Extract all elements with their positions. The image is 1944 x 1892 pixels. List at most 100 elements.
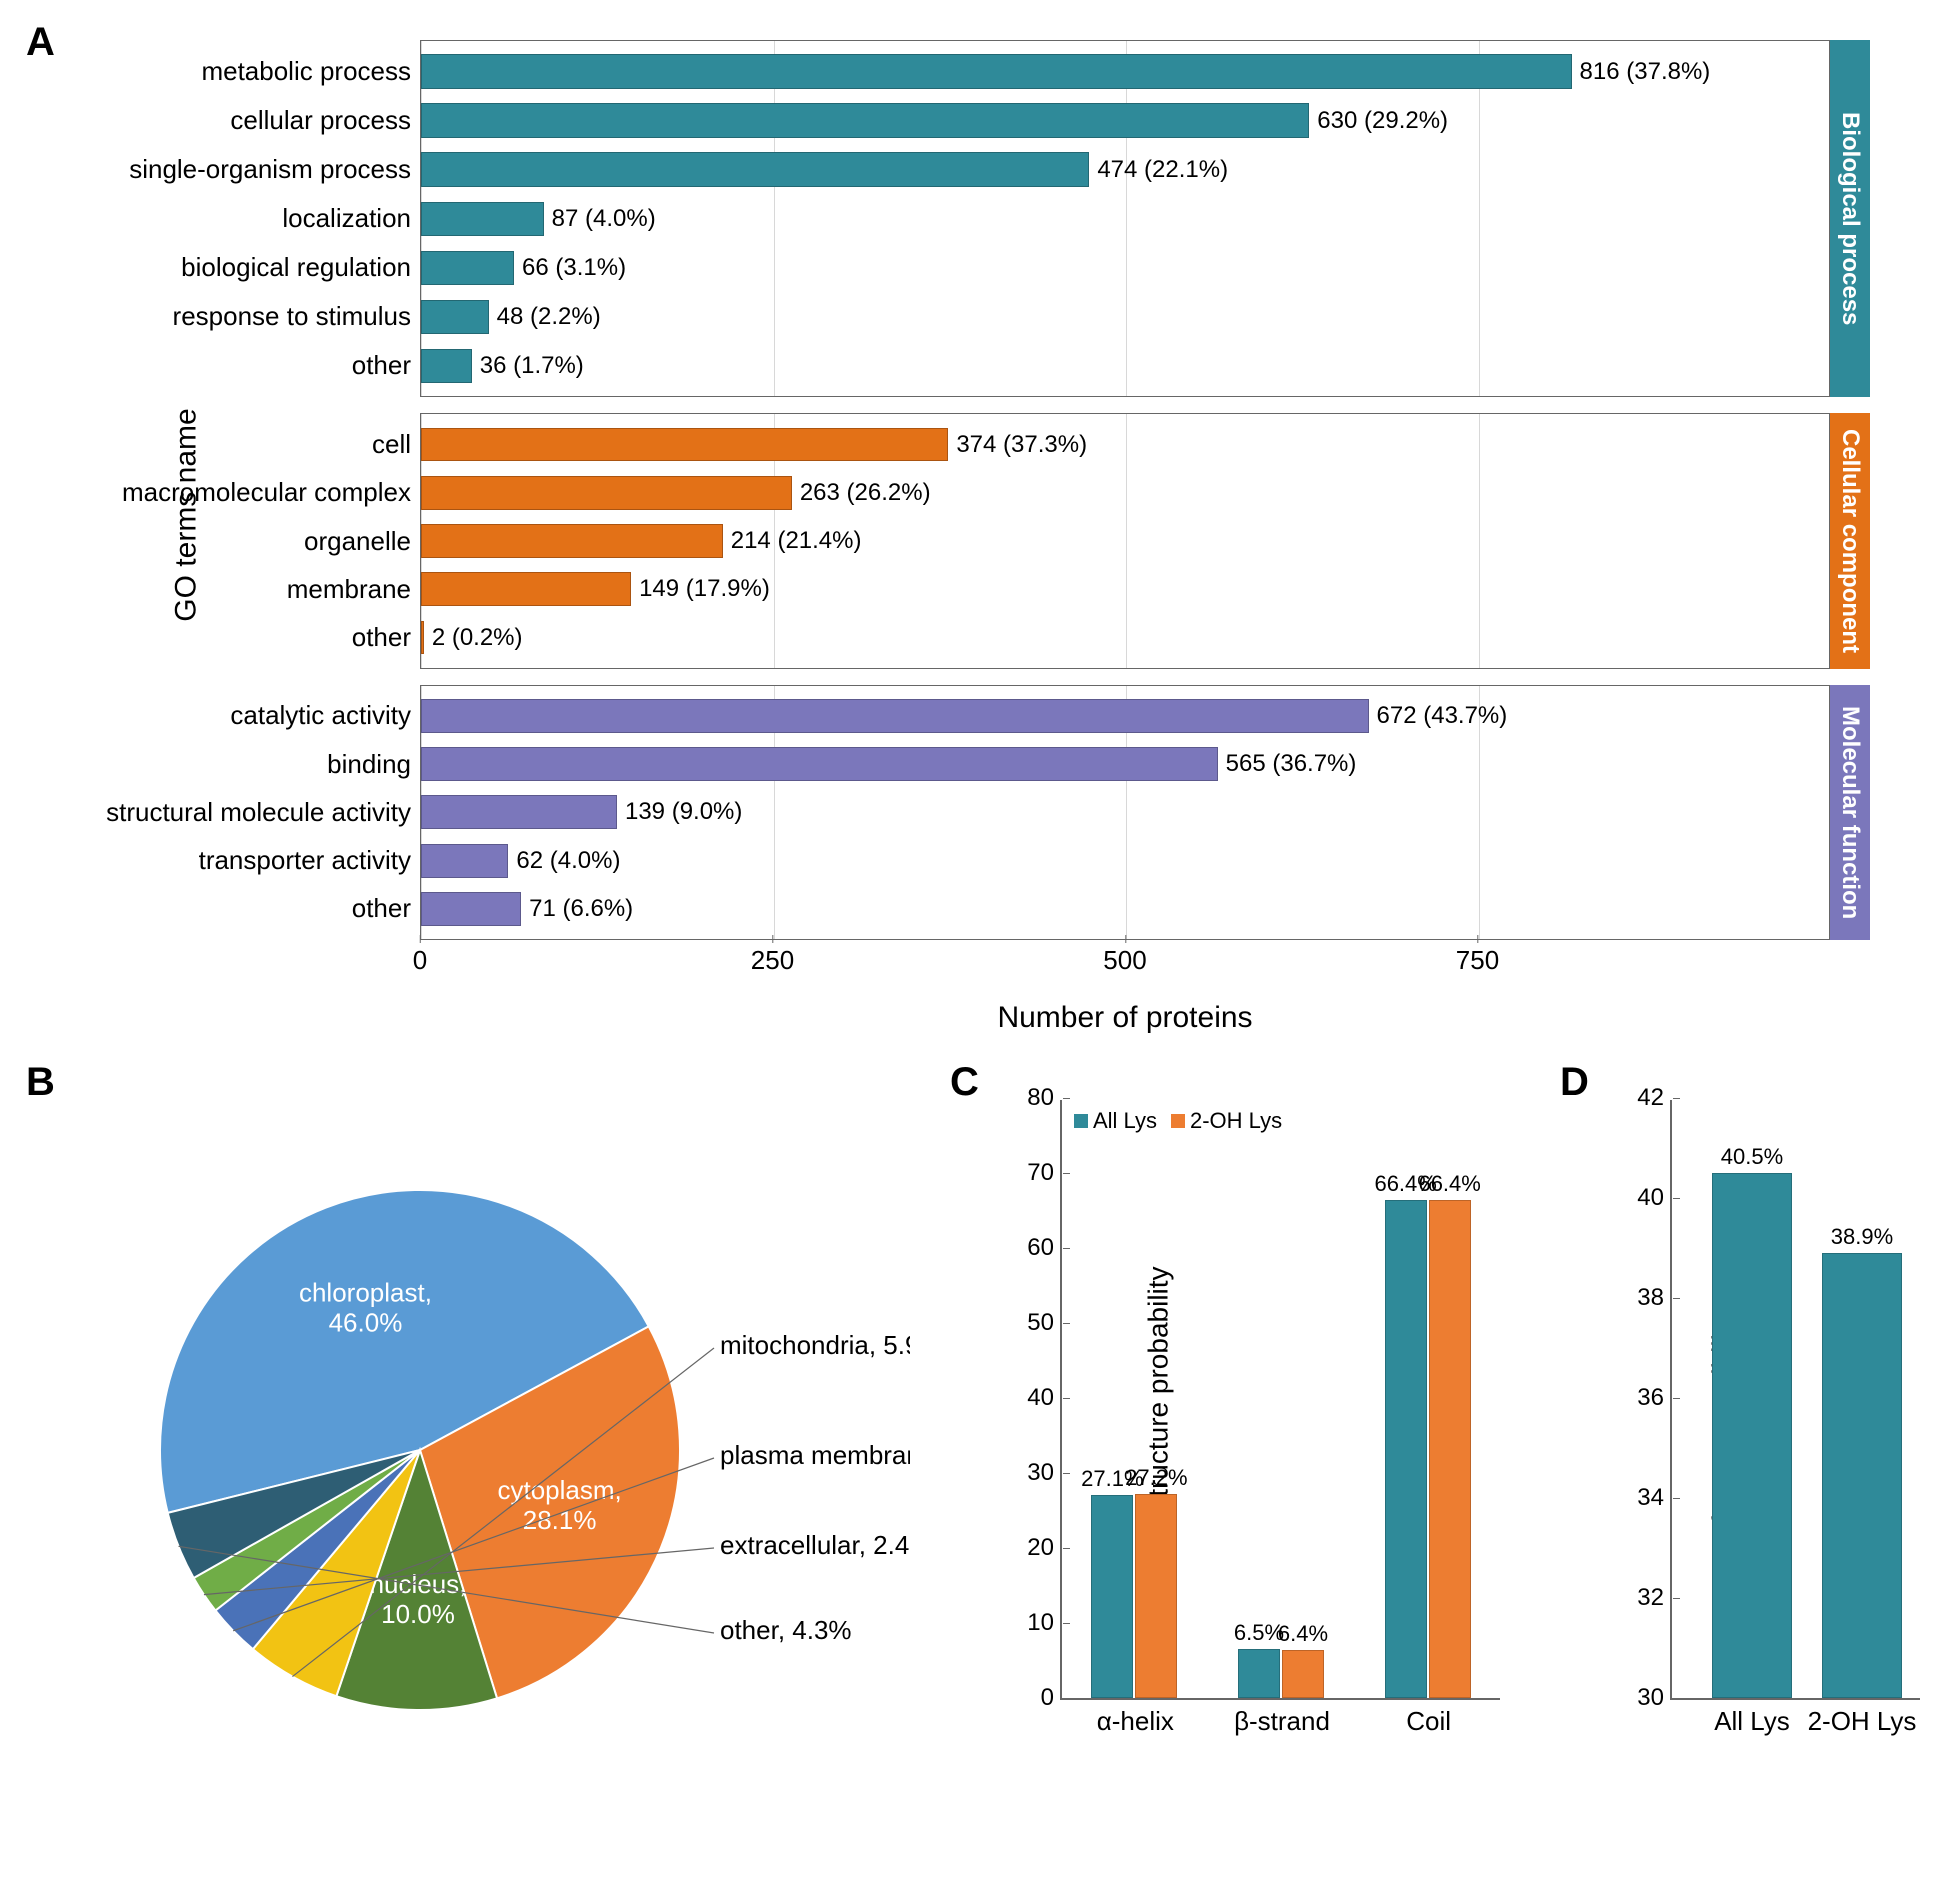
bar-value-label: 71 (6.6%) xyxy=(521,895,633,923)
xtick: 250 xyxy=(751,945,794,976)
bar-value-label: 214 (21.4%) xyxy=(723,527,862,555)
xtick: All Lys xyxy=(1714,1698,1790,1737)
pie-label: plasma membrane, 3.3% xyxy=(720,1440,910,1470)
xtick: 500 xyxy=(1103,945,1146,976)
bar-value-label: 565 (36.7%) xyxy=(1218,750,1357,778)
vbar: 66.4% xyxy=(1429,1200,1471,1698)
bar-value-label: 263 (26.2%) xyxy=(792,479,931,507)
bar-group: 27.1%27.2% xyxy=(1091,1494,1177,1698)
bar-value-label: 149 (17.9%) xyxy=(631,575,770,603)
hbar xyxy=(421,476,792,510)
bar-value-label: 40.5% xyxy=(1721,1144,1783,1174)
facet: metabolic process816 (37.8%)cellular pro… xyxy=(420,40,1870,397)
legend-item: 2-OH Lys xyxy=(1171,1108,1282,1134)
bar-group: 66.4%66.4% xyxy=(1385,1200,1471,1698)
facet: catalytic activity672 (43.7%)binding565 … xyxy=(420,685,1870,940)
panel-b: chloroplast,46.0%cytoplasm,28.1%nucleus,… xyxy=(130,1080,910,1800)
vbar: 6.4% xyxy=(1282,1650,1324,1698)
ytick: 30 xyxy=(1027,1459,1062,1487)
ytick: 40 xyxy=(1027,1384,1062,1412)
bar-category-label: structural molecule activity xyxy=(81,797,421,828)
pie-label: extracellular, 2.4% xyxy=(720,1530,910,1560)
vbar: 6.5% xyxy=(1238,1649,1280,1698)
panel-d-label: D xyxy=(1560,1060,1589,1105)
bar-value-label: 2 (0.2%) xyxy=(424,624,523,652)
bar-value-label: 6.5% xyxy=(1234,1620,1284,1650)
bar-category-label: biological regulation xyxy=(81,252,421,283)
hbar xyxy=(421,54,1572,88)
ytick: 42 xyxy=(1637,1084,1672,1112)
ytick: 40 xyxy=(1637,1184,1672,1212)
xtick: 2-OH Lys xyxy=(1808,1698,1917,1737)
ytick: 38 xyxy=(1637,1284,1672,1312)
facet-title: Cellular component xyxy=(1836,429,1864,653)
pie-label: cytoplasm, xyxy=(498,1475,622,1505)
xtick: α-helix xyxy=(1097,1698,1174,1737)
bar-category-label: membrane xyxy=(81,574,421,605)
bar-category-label: binding xyxy=(81,749,421,780)
bar-category-label: localization xyxy=(81,203,421,234)
ytick: 0 xyxy=(1041,1684,1062,1712)
ytick: 20 xyxy=(1027,1534,1062,1562)
bar-category-label: organelle xyxy=(81,526,421,557)
bar-value-label: 48 (2.2%) xyxy=(489,303,601,331)
pie-chart: chloroplast,46.0%cytoplasm,28.1%nucleus,… xyxy=(130,1080,910,1800)
bar-group: 6.5%6.4% xyxy=(1238,1649,1324,1698)
hbar xyxy=(421,349,472,383)
bar-value-label: 6.4% xyxy=(1278,1621,1328,1651)
hbar xyxy=(421,892,521,926)
bar-value-label: 66.4% xyxy=(1418,1171,1480,1201)
facet: cell374 (37.3%)macromolecular complex263… xyxy=(420,413,1870,668)
ytick: 10 xyxy=(1027,1609,1062,1637)
xtick: β-strand xyxy=(1234,1698,1330,1737)
bar-category-label: response to stimulus xyxy=(81,301,421,332)
bar-category-label: catalytic activity xyxy=(81,700,421,731)
vbar: 40.5% xyxy=(1712,1173,1792,1698)
vbar: 38.9% xyxy=(1822,1253,1902,1698)
ytick: 34 xyxy=(1637,1484,1672,1512)
hbar xyxy=(421,844,508,878)
vbar: 27.2% xyxy=(1135,1494,1177,1698)
hbar xyxy=(421,152,1089,186)
bar-value-label: 38.9% xyxy=(1831,1224,1893,1254)
bar-value-label: 816 (37.8%) xyxy=(1572,58,1711,86)
bar-value-label: 474 (22.1%) xyxy=(1089,156,1228,184)
panel-a-label: A xyxy=(26,20,55,65)
pie-label-pct: 10.0% xyxy=(381,1599,455,1629)
ytick: 50 xyxy=(1027,1309,1062,1337)
panel-c-legend: All Lys2-OH Lys xyxy=(1074,1108,1282,1134)
hbar xyxy=(421,795,617,829)
panel-a: GO terms name metabolic process816 (37.8… xyxy=(80,30,1900,1000)
pie-label-pct: 46.0% xyxy=(329,1307,403,1337)
bar-category-label: other xyxy=(81,893,421,924)
facet-title: Biological process xyxy=(1836,112,1864,325)
hbar xyxy=(421,747,1218,781)
pie-label-pct: 28.1% xyxy=(523,1505,597,1535)
bar-category-label: other xyxy=(81,622,421,653)
panel-c: Second structure probability All Lys2-OH… xyxy=(980,1080,1520,1800)
bar-category-label: cell xyxy=(81,429,421,460)
hbar xyxy=(421,524,723,558)
hbar xyxy=(421,300,489,334)
bar-value-label: 630 (29.2%) xyxy=(1309,107,1448,135)
bar-value-label: 27.2% xyxy=(1125,1465,1187,1495)
vbar: 27.1% xyxy=(1091,1495,1133,1698)
pie-label: nucleus, xyxy=(370,1569,467,1599)
xtick: 750 xyxy=(1456,945,1499,976)
figure: A GO terms name metabolic process816 (37… xyxy=(20,20,1944,1872)
bar-value-label: 87 (4.0%) xyxy=(544,205,656,233)
bar-category-label: cellular process xyxy=(81,105,421,136)
xtick: 0 xyxy=(413,945,427,976)
ytick: 32 xyxy=(1637,1584,1672,1612)
hbar xyxy=(421,103,1309,137)
vbar: 66.4% xyxy=(1385,1200,1427,1698)
panel-b-label: B xyxy=(26,1060,55,1105)
pie-label: other, 4.3% xyxy=(720,1615,852,1645)
bar-value-label: 62 (4.0%) xyxy=(508,847,620,875)
bar-category-label: transporter activity xyxy=(81,845,421,876)
bar-value-label: 139 (9.0%) xyxy=(617,798,742,826)
pie-label: mitochondria, 5.9% xyxy=(720,1330,910,1360)
facet-title: Molecular function xyxy=(1836,706,1864,919)
bar-category-label: macromolecular complex xyxy=(81,477,421,508)
panel-d: Surface Accessibility 3032343638404240.5… xyxy=(1590,1080,1930,1800)
